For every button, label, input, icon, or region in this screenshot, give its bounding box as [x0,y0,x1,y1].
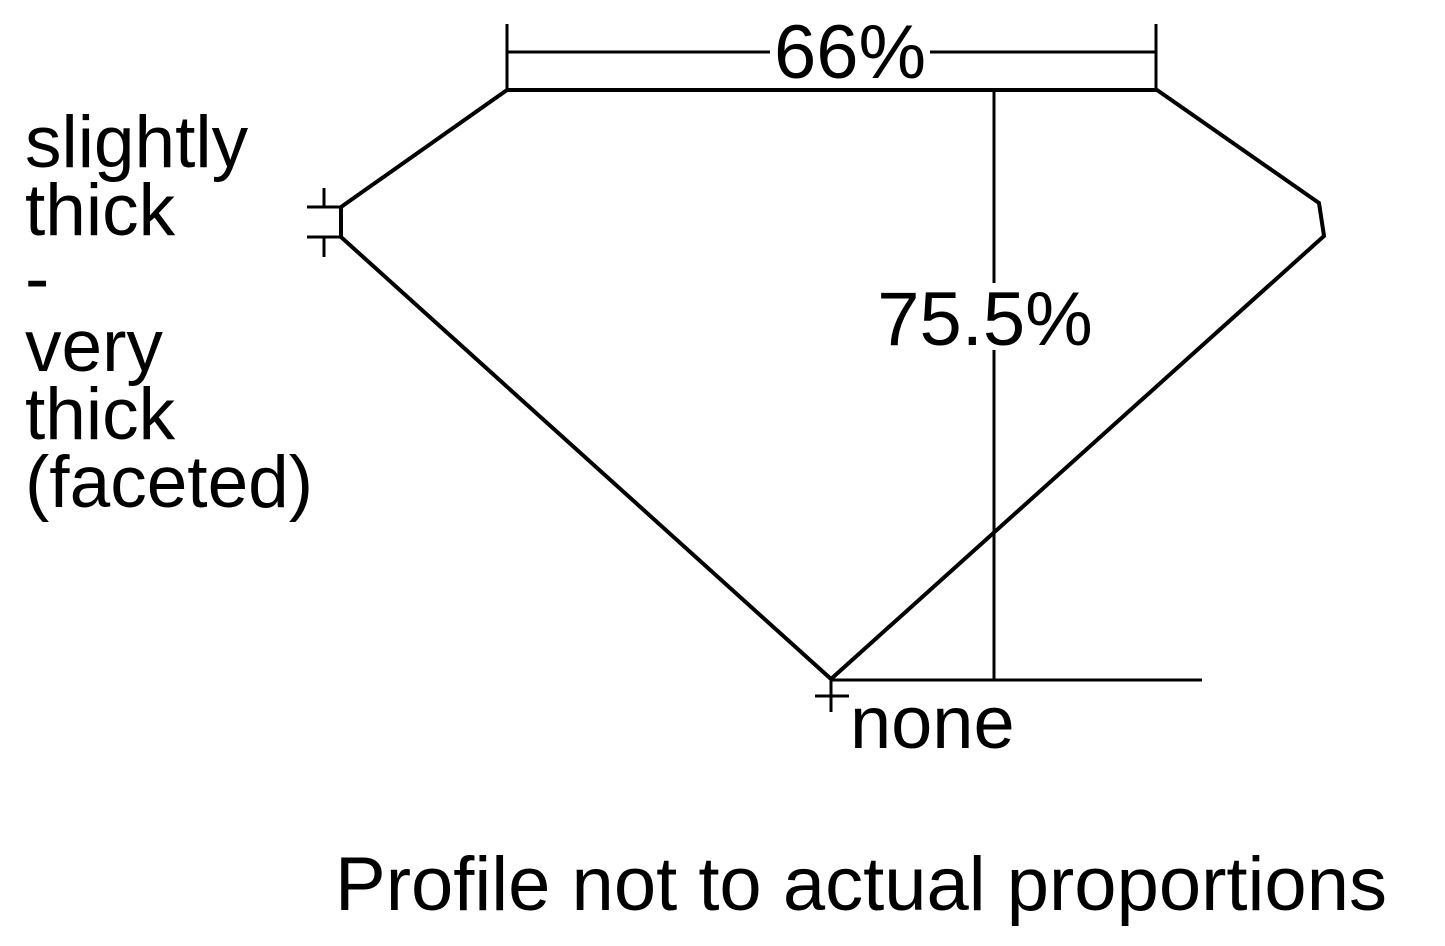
culet-label: none [850,681,1015,764]
girdle-label-block: slightly thick - very thick (faceted) [25,102,313,523]
girdle-label-line-2: thick [25,170,176,251]
girdle-label-line-5: thick [25,374,176,455]
depth-label: 75.5% [877,277,1093,362]
diamond-outline [339,88,1327,682]
table-width-label: 66% [774,10,926,95]
girdle-label-line-1: slightly [25,102,249,183]
caption-text: Profile not to actual proportions [335,842,1387,927]
girdle-label-line-6: (faceted) [25,442,313,523]
girdle-label-line-4: very [25,306,163,387]
girdle-label-line-3: - [25,238,49,319]
